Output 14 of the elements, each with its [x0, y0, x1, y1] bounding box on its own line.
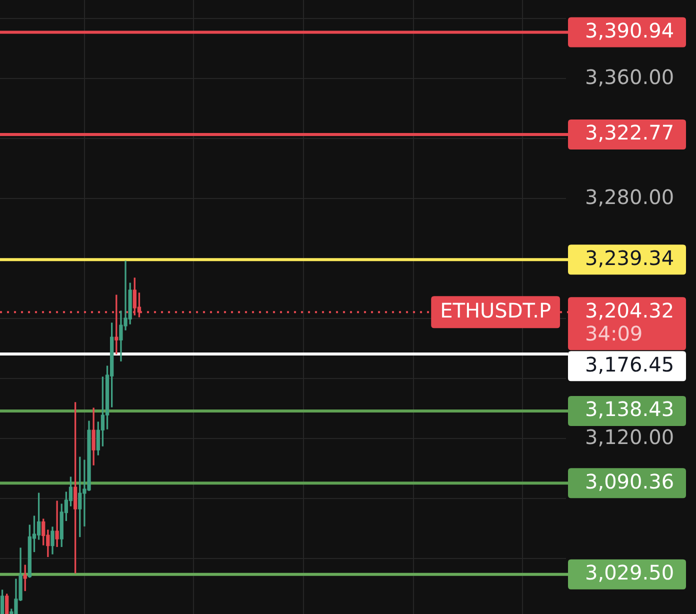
ref-line-label: 3,029.50: [585, 560, 674, 585]
text: 34:09: [585, 321, 643, 346]
ref-line-label: 3,239.34: [585, 246, 674, 270]
y-tick-label: 3,280.00: [585, 184, 674, 209]
y-tick-label: 3,120.00: [585, 424, 674, 449]
ref-line-label: 3,390.94: [585, 18, 674, 42]
annotation: ETHUSDT.P: [440, 298, 551, 322]
ref-line-label: 3,090.36: [585, 469, 674, 494]
ref-line-label: 3,176.45: [585, 352, 674, 376]
y-tick-label: 3,360.00: [585, 64, 674, 89]
candlestick: [55, 500, 59, 547]
ref-line-label: 3,322.77: [585, 120, 674, 145]
ref-line-label: 3,138.43: [585, 397, 674, 422]
ref-line-label: 3,204.32: [585, 298, 674, 322]
